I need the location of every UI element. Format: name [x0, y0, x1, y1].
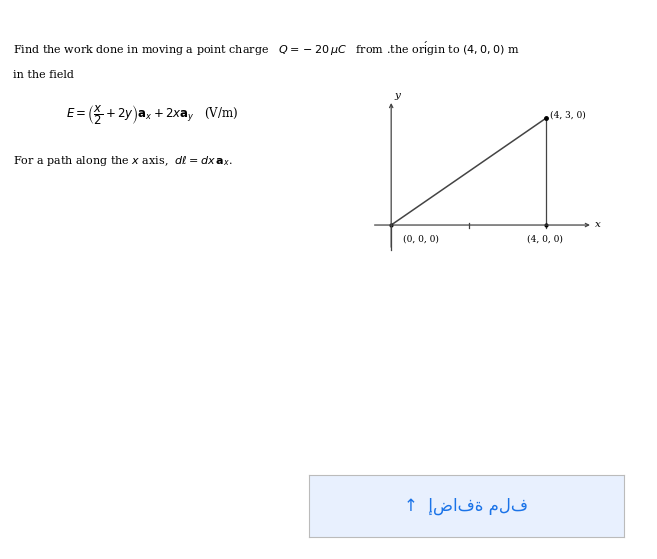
Text: (4, 0, 0): (4, 0, 0)	[527, 234, 563, 243]
Text: y: y	[394, 91, 400, 101]
Text: Find the work done in moving a point charge   $Q = -20\,\mu C$   from .the or$\a: Find the work done in moving a point cha…	[13, 39, 520, 58]
Text: x: x	[595, 220, 600, 229]
Text: ↑  إضافة ملف: ↑ إضافة ملف	[405, 497, 528, 515]
Text: $E = \left(\dfrac{x}{2} + 2y\right)\mathbf{a}_{x} + 2x\mathbf{a}_{y}$   (V/m): $E = \left(\dfrac{x}{2} + 2y\right)\math…	[66, 103, 238, 127]
Text: (4, 3, 0): (4, 3, 0)	[550, 111, 586, 120]
Text: (0, 0, 0): (0, 0, 0)	[403, 234, 439, 243]
Text: in the field: in the field	[13, 70, 74, 80]
Text: For a path along the $x$ axis,  $d\ell = dx\,\mathbf{a}_{x}$.: For a path along the $x$ axis, $d\ell = …	[13, 154, 233, 168]
